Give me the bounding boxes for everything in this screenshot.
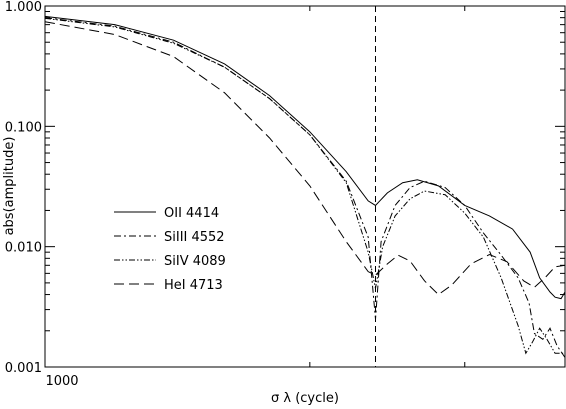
y-tick-label: 0.001 xyxy=(5,361,42,376)
y-axis-label: abs(amplitude) xyxy=(2,137,17,236)
legend-label: SiIII 4552 xyxy=(164,230,225,245)
plot-frame xyxy=(44,5,566,368)
y-tick-label: 1.000 xyxy=(5,0,42,15)
y-tick-label: 0.010 xyxy=(5,241,42,256)
y-tick-label: 0.100 xyxy=(5,120,42,135)
axis-ticks xyxy=(44,5,565,368)
series-line xyxy=(44,17,566,358)
series-line xyxy=(44,15,566,300)
axis-tick-labels: 0.001 0.010 0.100 1.000 1000 xyxy=(5,0,79,389)
legend-label: SiIV 4089 xyxy=(164,254,226,269)
series-line xyxy=(44,17,565,355)
series-line xyxy=(44,21,566,296)
series-curves xyxy=(44,15,566,358)
x-axis-label: σ λ (cycle) xyxy=(271,391,339,406)
legend-label: OII 4414 xyxy=(164,206,219,221)
legend-label: HeI 4713 xyxy=(164,278,223,293)
legend: OII 4414 SiIII 4552 SiIV 4089 HeI 4713 xyxy=(114,206,226,293)
x-tick-label: 1000 xyxy=(45,374,78,389)
